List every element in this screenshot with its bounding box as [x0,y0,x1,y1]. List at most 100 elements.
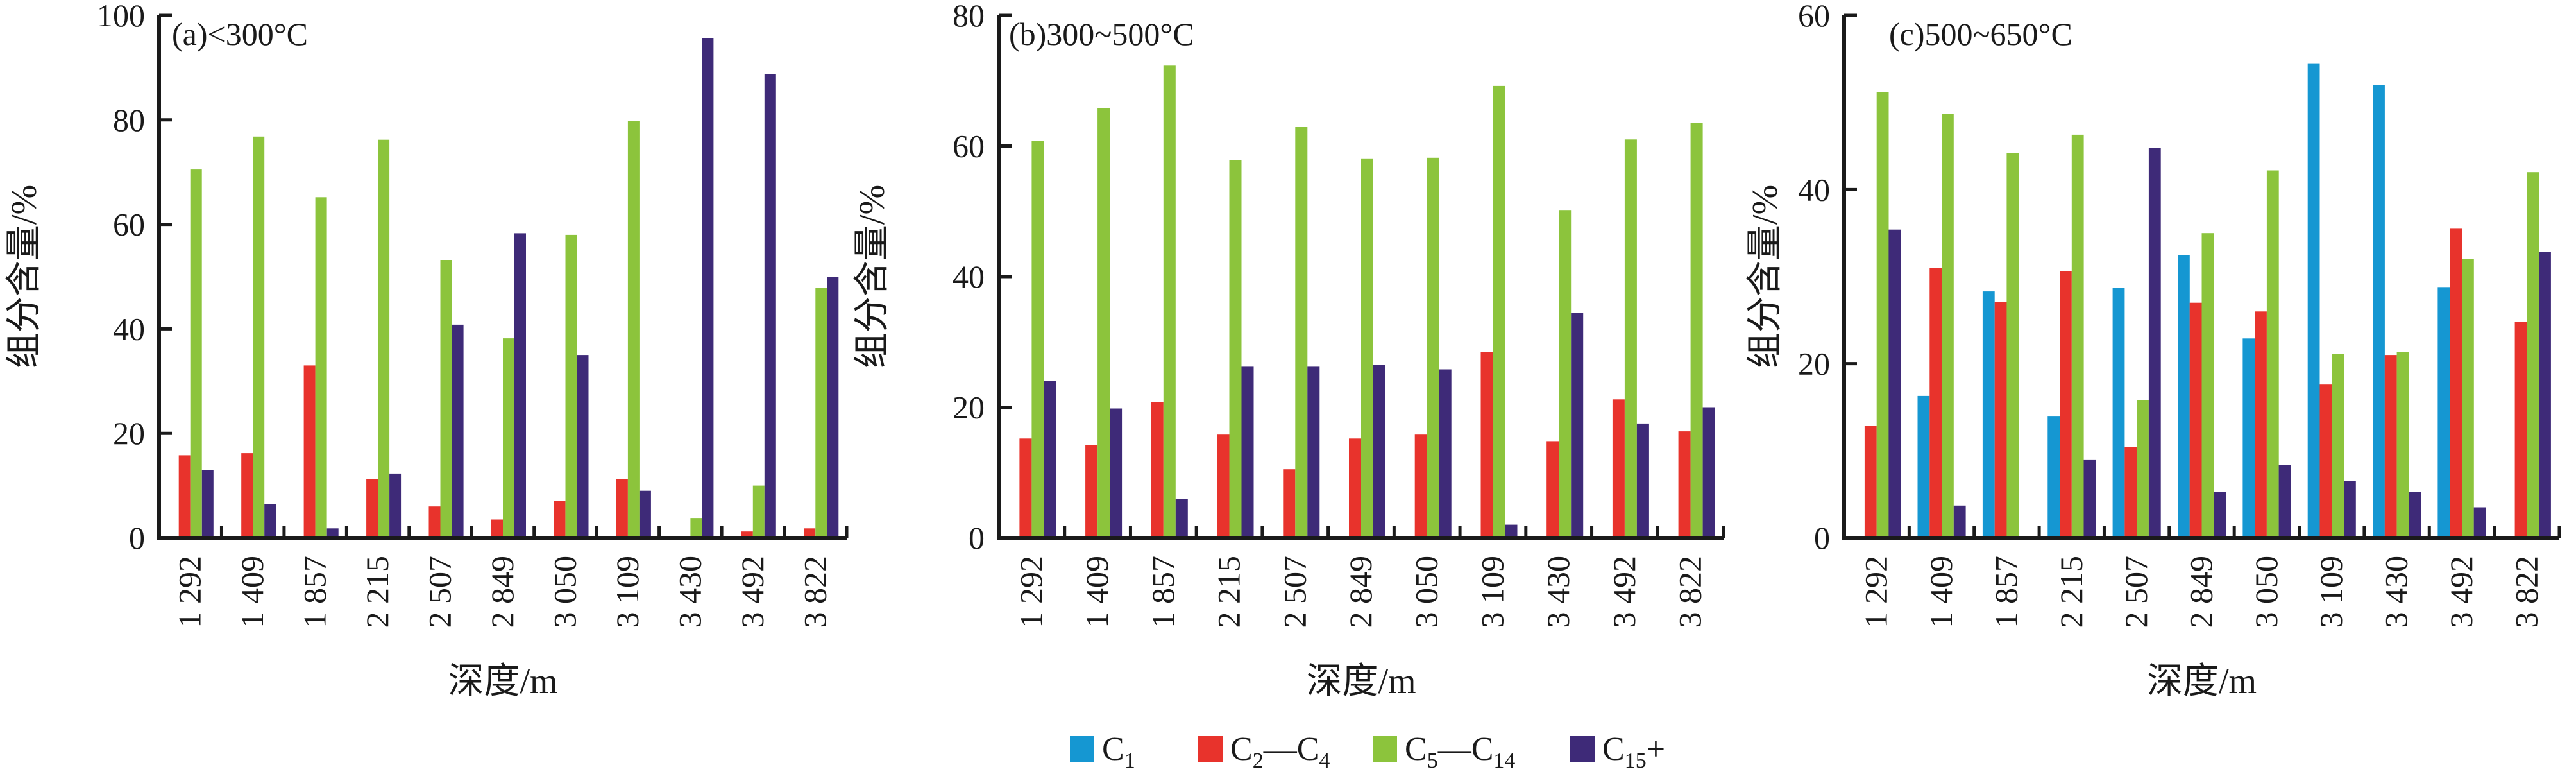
bar-3050-series-2 [1427,157,1439,538]
bar-3430-series-3 [1571,313,1584,538]
bar-1857-series-1 [1151,402,1164,538]
bar-1409-series-0 [1917,395,1930,538]
bar-1857-series-2 [1163,65,1176,538]
bar-3492-series-3 [764,74,776,538]
bar-2849-series-3 [2214,492,2226,538]
x-tick-label: 3 050 [2248,556,2284,628]
x-tick-label: 1 857 [1988,556,2024,628]
y-tick-label: 100 [97,0,145,33]
bar-3492-series-2 [752,485,765,538]
legend-label: C15+ [1602,731,1665,773]
bar-1409-series-2 [1942,114,1954,538]
bar-2507-series-3 [452,324,464,538]
legend-swatch [1570,736,1595,762]
bar-1409-series-1 [1085,445,1098,538]
y-tick-label: 0 [129,520,145,556]
bar-3822-series-1 [2514,322,2527,538]
legend-item-1: C2—C4 [1198,731,1330,773]
legend-item-3: C15+ [1570,731,1665,773]
x-axis-label: 深度/m [1306,662,1416,701]
bar-3492-series-2 [1624,139,1637,538]
x-tick-label: 3 109 [1474,556,1510,628]
legend-swatch [1198,736,1223,762]
x-tick-label: 2 215 [359,556,395,628]
bar-1409-series-2 [1097,108,1110,538]
bar-3430-series-2 [690,518,702,538]
y-tick-label: 40 [113,311,145,347]
y-tick-label: 40 [953,259,985,295]
chart-panel-0: 0 20 40 60 80 100 1 292 1 409 1 857 2 215 2 507 2 8… [4,0,849,701]
bar-3430-series-3 [702,38,714,538]
bar-3430-series-0 [2373,85,2385,538]
bar-3822-series-3 [1702,407,1715,538]
bar-1409-series-1 [241,453,253,538]
x-tick-label: 2 507 [422,556,458,628]
bar-3050-series-0 [2242,338,2255,538]
bar-3430-series-1 [1546,441,1559,538]
legend-swatch [1070,736,1094,762]
bar-2507-series-1 [1283,469,1296,538]
bar-2849-series-2 [2201,233,2214,538]
y-tick-label: 20 [953,390,985,426]
x-tick-label: 2 507 [1276,556,1312,628]
legend-swatch [1373,736,1397,762]
y-tick-label: 0 [969,520,985,556]
y-tick-label: 80 [953,0,985,33]
bar-3430-series-1 [2384,355,2397,538]
bar-2215-series-1 [366,479,378,538]
bar-1292-series-2 [1876,92,1889,538]
y-tick-label: 60 [953,128,985,164]
bar-2849-series-2 [503,338,514,538]
chart-title: (c)500~650°C [1889,16,2072,52]
bar-3822-series-2 [2527,172,2539,538]
bar-3492-series-2 [2462,259,2474,538]
bar-2849-series-3 [514,233,526,538]
bar-2507-series-1 [428,506,441,538]
y-axis-label: 组分含量/% [1745,185,1785,368]
bar-2507-series-2 [1295,127,1308,538]
legend-label: C1 [1102,731,1135,773]
x-tick-label: 1 292 [1858,556,1894,628]
x-tick-label: 2 507 [2118,556,2154,628]
bar-1292-series-3 [1888,229,1901,538]
legend-item-0: C1 [1070,731,1135,773]
x-tick-label: 3 822 [1672,556,1708,628]
bar-2215-series-0 [2047,416,2060,538]
bar-1857-series-3 [1175,499,1188,538]
legend-item-2: C5—C14 [1373,731,1515,773]
legend-label: C2—C4 [1230,731,1330,773]
bar-1409-series-3 [264,504,276,538]
bar-2215-series-1 [1217,434,1230,538]
bar-2215-series-3 [1241,366,1254,538]
bar-3822-series-3 [827,277,839,538]
bar-2849-series-1 [1349,438,1361,538]
y-tick-label: 60 [113,207,145,243]
y-tick-label: 60 [1798,0,1830,33]
legend: C1 C2—C4 C5—C14 C15+ [1070,731,1665,773]
bar-3109-series-1 [2319,384,2332,538]
bar-3050-series-2 [565,234,577,538]
x-tick-label: 3 050 [547,556,582,628]
bar-1857-series-2 [2006,153,2019,538]
bar-2507-series-3 [2148,148,2161,538]
bar-1409-series-1 [1929,268,1942,538]
bar-3109-series-2 [627,121,640,538]
x-axis-label: 深度/m [448,662,557,701]
bar-2215-series-2 [378,139,390,538]
bar-3050-series-2 [2266,170,2279,538]
y-tick-label: 40 [1798,171,1830,207]
bar-2507-series-1 [2124,447,2137,538]
x-tick-label: 1 857 [297,556,333,628]
x-tick-label: 1 409 [1079,556,1115,628]
bar-3109-series-2 [1493,85,1505,538]
bar-3430-series-3 [2409,492,2421,538]
axes: 0 20 40 60 80 1 292 1 409 1 857 2 215 2 507 2 849 3… [953,0,1725,628]
x-tick-label: 1 292 [172,556,208,628]
bar-3822-series-1 [1678,431,1691,538]
bar-3050-series-1 [1414,434,1427,538]
bar-3050-series-3 [1439,369,1452,538]
chart-panel-2: 0 20 40 60 1 292 1 409 1 857 2 215 2 507 2 849 3 0… [1745,0,2561,701]
y-axis-label: 组分含量/% [4,185,44,368]
bar-1857-series-3 [326,528,339,538]
bar-2507-series-3 [1307,366,1320,538]
